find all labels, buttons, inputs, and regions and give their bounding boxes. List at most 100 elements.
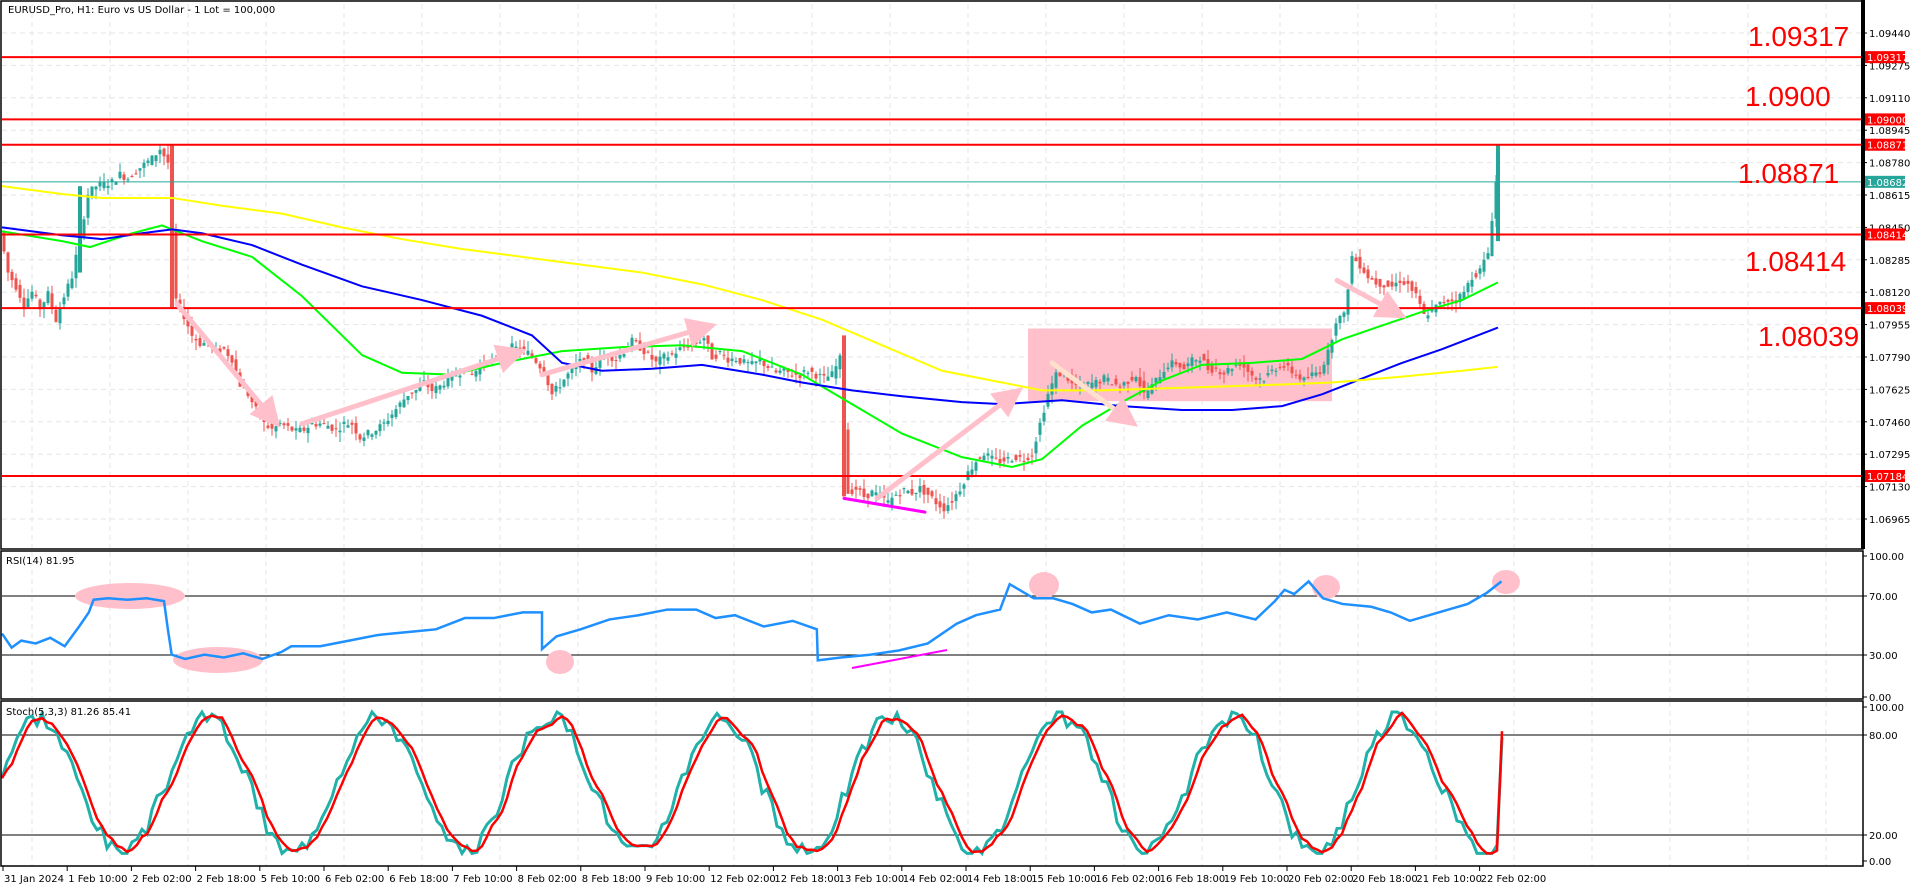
divergence-line — [842, 496, 927, 514]
candle-body — [274, 426, 278, 432]
price-tick-label: 1.08615 — [1869, 191, 1910, 202]
candle-body — [642, 347, 646, 355]
candle-body — [446, 374, 450, 387]
candle-body — [562, 379, 566, 387]
candle-body — [666, 357, 670, 361]
candle-body — [622, 354, 626, 357]
candle-body — [1042, 412, 1046, 422]
candle-body — [958, 491, 962, 495]
candle-body — [286, 423, 290, 426]
level-price-tag-text: 1.09000 — [1867, 115, 1908, 126]
trend-arrow — [1049, 360, 1139, 427]
candle-body — [1486, 253, 1490, 259]
candle-body — [1338, 315, 1342, 324]
candle-body — [1034, 441, 1038, 454]
candle-body — [98, 182, 102, 187]
candle-body — [634, 340, 638, 342]
candle-body — [310, 422, 314, 425]
candle-body — [1302, 377, 1306, 381]
horizontal-levels[interactable] — [2, 56, 1863, 477]
price-axis[interactable]: 1.09440 1.09275 1.09110 1.08945 1.08780 1.086… — [1863, 29, 1910, 868]
candle-body — [414, 389, 418, 393]
level-price-tag[interactable] — [1865, 113, 1905, 126]
candle-body — [230, 355, 234, 363]
stoch-signal-line — [0, 711, 1504, 855]
candle-body — [226, 349, 230, 357]
candle-body — [1218, 372, 1222, 375]
rsi-highlight — [173, 647, 263, 673]
candle-body — [662, 353, 666, 359]
candle-body — [146, 160, 150, 163]
time-tick-label: 19 Feb 10:00 — [1224, 874, 1290, 885]
candle-body — [1386, 280, 1390, 287]
level-price-tag[interactable] — [1865, 51, 1905, 64]
candle-body — [814, 373, 818, 379]
candle-body — [1186, 363, 1190, 367]
candle-body — [6, 252, 10, 273]
candle-body — [62, 297, 66, 305]
candle-body — [34, 294, 38, 297]
level-label-1-08871: 1.08871 — [1738, 158, 1839, 189]
candle-body — [1354, 257, 1358, 262]
stoch-pane[interactable] — [0, 709, 1863, 857]
window-title: EURUSD_Pro, H1: Euro vs US Dollar - 1 Lo… — [8, 5, 275, 16]
candle-body — [706, 335, 710, 344]
rsi-tick-label: 100.00 — [1869, 552, 1904, 563]
price-pane-frame — [0, 0, 1864, 550]
candle-body — [1138, 377, 1142, 387]
candle-body — [1222, 372, 1226, 375]
candle-body — [138, 168, 142, 171]
time-tick-label: 31 Jan 2024 — [4, 874, 64, 885]
candle-body — [858, 488, 862, 490]
ma-fast-line — [1, 224, 1499, 468]
candle-body — [1166, 367, 1170, 370]
candle-body — [1426, 315, 1430, 319]
time-axis[interactable]: 31 Jan 2024 1 Feb 10:00 2 Feb 02:00 2 Feb 1… — [2, 866, 1546, 885]
candle-body — [322, 423, 326, 425]
time-tick-label: 12 Feb 18:00 — [774, 874, 840, 885]
candle-body — [866, 493, 870, 499]
candle-body — [1058, 372, 1062, 377]
level-price-tag[interactable] — [1865, 228, 1905, 241]
candle-body — [1010, 461, 1014, 463]
candle-body — [1114, 378, 1118, 385]
candle-body — [18, 284, 22, 298]
candle-body — [22, 297, 26, 308]
ma-slow-line — [1, 185, 1499, 392]
candle-body — [658, 356, 662, 365]
candle-body — [334, 428, 338, 430]
candle-body — [198, 338, 202, 346]
candle-body — [590, 362, 594, 373]
level-label-1-08414: 1.08414 — [1745, 246, 1846, 277]
candle-body — [850, 489, 854, 495]
candle-body — [1322, 364, 1326, 374]
rsi-label: RSI(14) 81.95 — [6, 556, 75, 567]
level-price-tag[interactable] — [1865, 469, 1905, 482]
price-pane[interactable]: 1.09317 1.0900 1.08871 1.08414 1.08039 — [1, 21, 1863, 519]
candle-body — [370, 434, 374, 437]
candle-body — [1470, 279, 1474, 287]
candle-body — [906, 490, 910, 494]
candle-body — [30, 291, 34, 299]
candle-body — [1242, 363, 1246, 368]
candle-body — [114, 181, 118, 185]
candle-body — [1118, 386, 1122, 388]
rsi-pane[interactable] — [0, 570, 1863, 674]
candle-body — [842, 335, 846, 497]
rsi-highlight — [1492, 570, 1520, 594]
candle-body — [974, 462, 978, 471]
candle-body — [694, 340, 698, 345]
candle-body — [834, 366, 838, 379]
level-labels: 1.09317 1.0900 1.08871 1.08414 1.08039 — [1738, 21, 1859, 352]
level-price-tag-text: 1.08039 — [1867, 304, 1908, 315]
candle-body — [382, 422, 386, 424]
grid — [2, 4, 1863, 866]
level-price-tag[interactable] — [1865, 302, 1905, 315]
trend-arrow — [299, 344, 527, 427]
candle-body — [1258, 378, 1262, 380]
candle-body — [10, 271, 14, 281]
candle-body — [1178, 362, 1182, 368]
stoch-main-line — [0, 709, 1504, 857]
level-price-tag[interactable] — [1865, 138, 1905, 151]
